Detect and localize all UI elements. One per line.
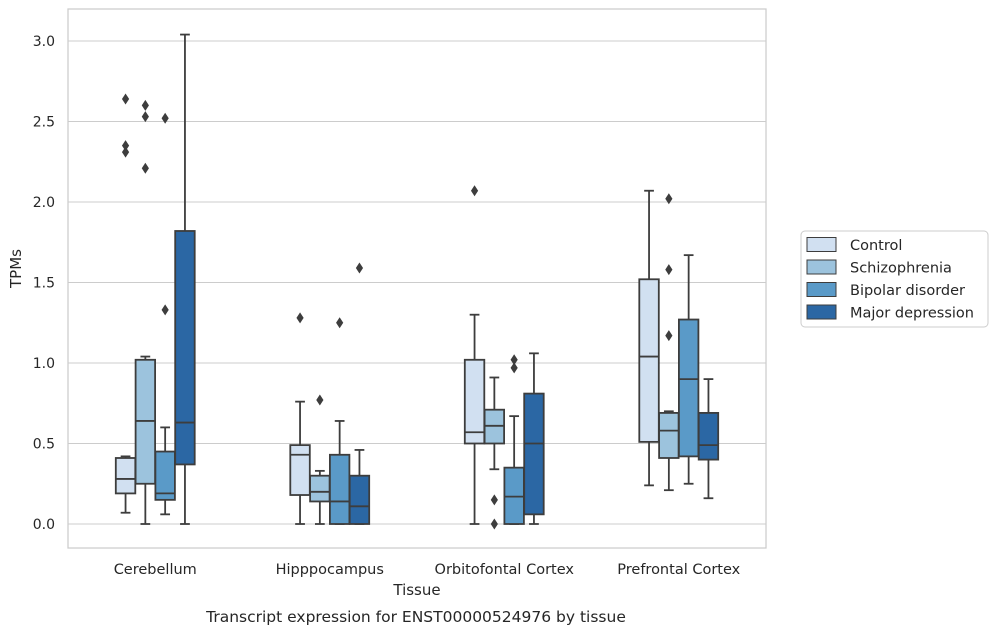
legend-label: Control bbox=[850, 238, 902, 254]
box bbox=[114, 457, 137, 495]
box-group bbox=[174, 33, 196, 525]
outlier-point bbox=[121, 93, 130, 105]
y-axis-label: TPMs bbox=[7, 249, 25, 289]
box bbox=[523, 392, 545, 516]
x-axis-label: Tissue bbox=[392, 581, 440, 599]
figure-caption: Transcript expression for ENST0000052497… bbox=[205, 608, 626, 626]
outlier-point bbox=[336, 317, 344, 329]
legend-swatch bbox=[806, 259, 837, 275]
outlier-point bbox=[355, 262, 364, 274]
box-group bbox=[289, 312, 311, 525]
box-group bbox=[348, 262, 371, 525]
box bbox=[658, 412, 680, 459]
box bbox=[697, 412, 720, 461]
outlier-point bbox=[490, 494, 498, 506]
y-tick-label: 3.0 bbox=[33, 34, 55, 50]
y-axis-ticks: 0.0 0.5 1.0 1.5 2.0 2.5 3.0 bbox=[33, 34, 55, 533]
x-tick-label: Cerebellum bbox=[114, 562, 197, 578]
x-tick-label: Orbitofontal Cortex bbox=[435, 562, 575, 578]
box-group bbox=[638, 189, 660, 487]
outlier-point bbox=[161, 112, 169, 124]
outlier-point bbox=[121, 146, 130, 158]
box bbox=[328, 453, 351, 525]
y-tick-label: 0.5 bbox=[33, 437, 55, 453]
y-tick-label: 1.0 bbox=[33, 356, 55, 372]
x-tick-label: Prefrontal Cortex bbox=[617, 562, 740, 578]
outlier-point bbox=[470, 185, 479, 197]
box-group bbox=[463, 185, 486, 525]
outlier-point bbox=[510, 354, 518, 366]
legend-swatch bbox=[806, 282, 837, 297]
box-group bbox=[309, 394, 331, 525]
box bbox=[174, 230, 196, 466]
outlier-point bbox=[141, 99, 149, 111]
y-tick-label: 1.5 bbox=[33, 276, 55, 292]
outlier-point bbox=[316, 394, 324, 406]
box bbox=[154, 450, 176, 501]
outlier-point bbox=[665, 193, 673, 205]
box bbox=[678, 318, 700, 458]
box-group bbox=[114, 93, 137, 514]
x-tick-label: Hipppocampus bbox=[276, 562, 384, 578]
legend-frame bbox=[800, 230, 989, 328]
box-group bbox=[678, 254, 700, 485]
box-group bbox=[658, 193, 680, 492]
outlier-point bbox=[665, 264, 673, 276]
outlier-point bbox=[121, 140, 130, 152]
box-group bbox=[697, 378, 720, 500]
legend: Control Schizophrenia Bipolar disorder Majo… bbox=[800, 230, 989, 328]
box bbox=[289, 444, 311, 496]
legend-swatch bbox=[806, 304, 837, 320]
y-tick-label: 2.0 bbox=[33, 195, 55, 211]
legend-label: Bipolar disorder bbox=[850, 283, 965, 299]
outlier-point bbox=[141, 111, 149, 123]
outlier-point bbox=[296, 312, 304, 324]
legend-label: Schizophrenia bbox=[850, 261, 952, 277]
outlier-point bbox=[161, 304, 169, 316]
legend-swatch bbox=[806, 237, 837, 252]
y-tick-label: 0.0 bbox=[33, 517, 55, 533]
y-tick-label: 2.5 bbox=[33, 115, 55, 131]
box-group bbox=[134, 99, 157, 525]
outlier-point bbox=[665, 330, 673, 342]
box-group bbox=[328, 317, 351, 525]
box-group bbox=[523, 352, 545, 525]
legend-label: Major depression bbox=[850, 306, 974, 322]
outlier-point bbox=[490, 518, 498, 530]
box bbox=[348, 474, 371, 525]
box bbox=[463, 358, 486, 445]
box-group bbox=[503, 354, 525, 525]
box-group bbox=[483, 376, 506, 530]
box-group bbox=[154, 112, 176, 516]
box-plot-area bbox=[114, 33, 720, 530]
outlier-point bbox=[510, 362, 518, 374]
x-axis-ticks: Cerebellum Hipppocampus Orbitofontal Corte… bbox=[114, 562, 741, 578]
plot-frame bbox=[67, 8, 767, 549]
outlier-point bbox=[141, 162, 149, 174]
box bbox=[309, 474, 331, 503]
box bbox=[638, 278, 660, 443]
